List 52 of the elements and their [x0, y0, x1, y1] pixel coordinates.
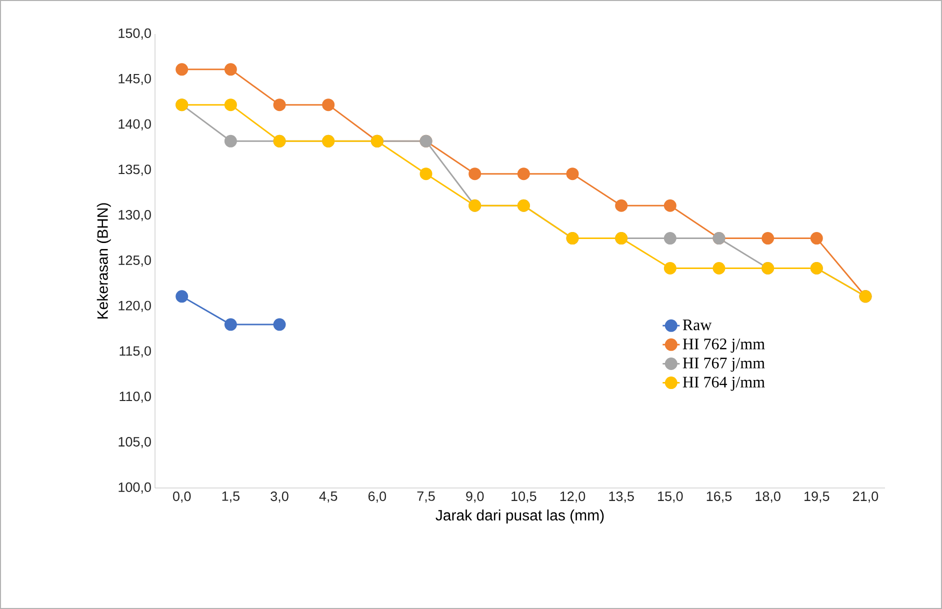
- y-tick-label: 140,0: [118, 119, 151, 130]
- point: [273, 98, 286, 112]
- x-tick-label: 7,5: [417, 492, 435, 503]
- y-tick-label: 105,0: [118, 437, 151, 448]
- point: [664, 262, 676, 275]
- point: [664, 199, 676, 212]
- x-tick-label: 18,0: [756, 492, 780, 503]
- point: [224, 318, 237, 331]
- point: [176, 63, 188, 76]
- point: [712, 262, 726, 275]
- y-tick-label: 130,0: [118, 210, 151, 222]
- point: [810, 232, 823, 245]
- y-tick-label: 135,0: [118, 164, 151, 176]
- point: [762, 232, 774, 245]
- y-tick-label: 120,0: [118, 300, 151, 312]
- y-tick-label: 150,0: [118, 28, 151, 40]
- y-tick-label: 125,0: [118, 255, 151, 267]
- y-tick-label: 115,0: [120, 346, 151, 358]
- y-tick-label: 110,0: [120, 392, 151, 403]
- x-axis-title: Jarak dari pusat las (mm): [436, 510, 604, 524]
- point: [615, 199, 628, 212]
- legend-label: HI 767 j/mm: [682, 358, 765, 372]
- x-tick-label: 16,5: [706, 492, 732, 503]
- x-tick-label: 13,5: [609, 492, 634, 503]
- x-tick-label: 9,0: [466, 492, 484, 503]
- y-tick-label: 145,0: [118, 74, 151, 85]
- point: [566, 168, 579, 180]
- point: [176, 290, 188, 303]
- legend-label: HI 762 j/mm: [682, 338, 765, 353]
- x-tick-label: 6,0: [368, 492, 386, 503]
- point: [420, 168, 432, 180]
- point: [224, 63, 237, 76]
- x-tick-label: 10,5: [512, 492, 536, 503]
- legend-label: HI 764 j/mm: [682, 376, 765, 391]
- point: [273, 318, 286, 331]
- x-tick-label: 15,0: [658, 492, 683, 503]
- point: [517, 168, 530, 180]
- y-tick-label: 100,0: [118, 482, 151, 494]
- x-tick-label: 3,0: [270, 492, 288, 503]
- y-axis-title: Kekerasan (BHN): [96, 203, 111, 319]
- x-tick-label: 1,5: [222, 492, 240, 503]
- x-tick-label: 19,5: [804, 492, 830, 503]
- x-tick-label: 12,0: [560, 492, 586, 503]
- point: [468, 168, 482, 180]
- legend-label: Raw: [682, 320, 712, 330]
- point: [664, 232, 676, 245]
- x-tick-label: 4,5: [319, 492, 338, 503]
- x-tick-label: 21,0: [853, 492, 878, 503]
- point: [322, 98, 335, 112]
- point: [224, 134, 237, 148]
- point: [224, 98, 237, 112]
- x-tick-label: 0,0: [173, 492, 191, 503]
